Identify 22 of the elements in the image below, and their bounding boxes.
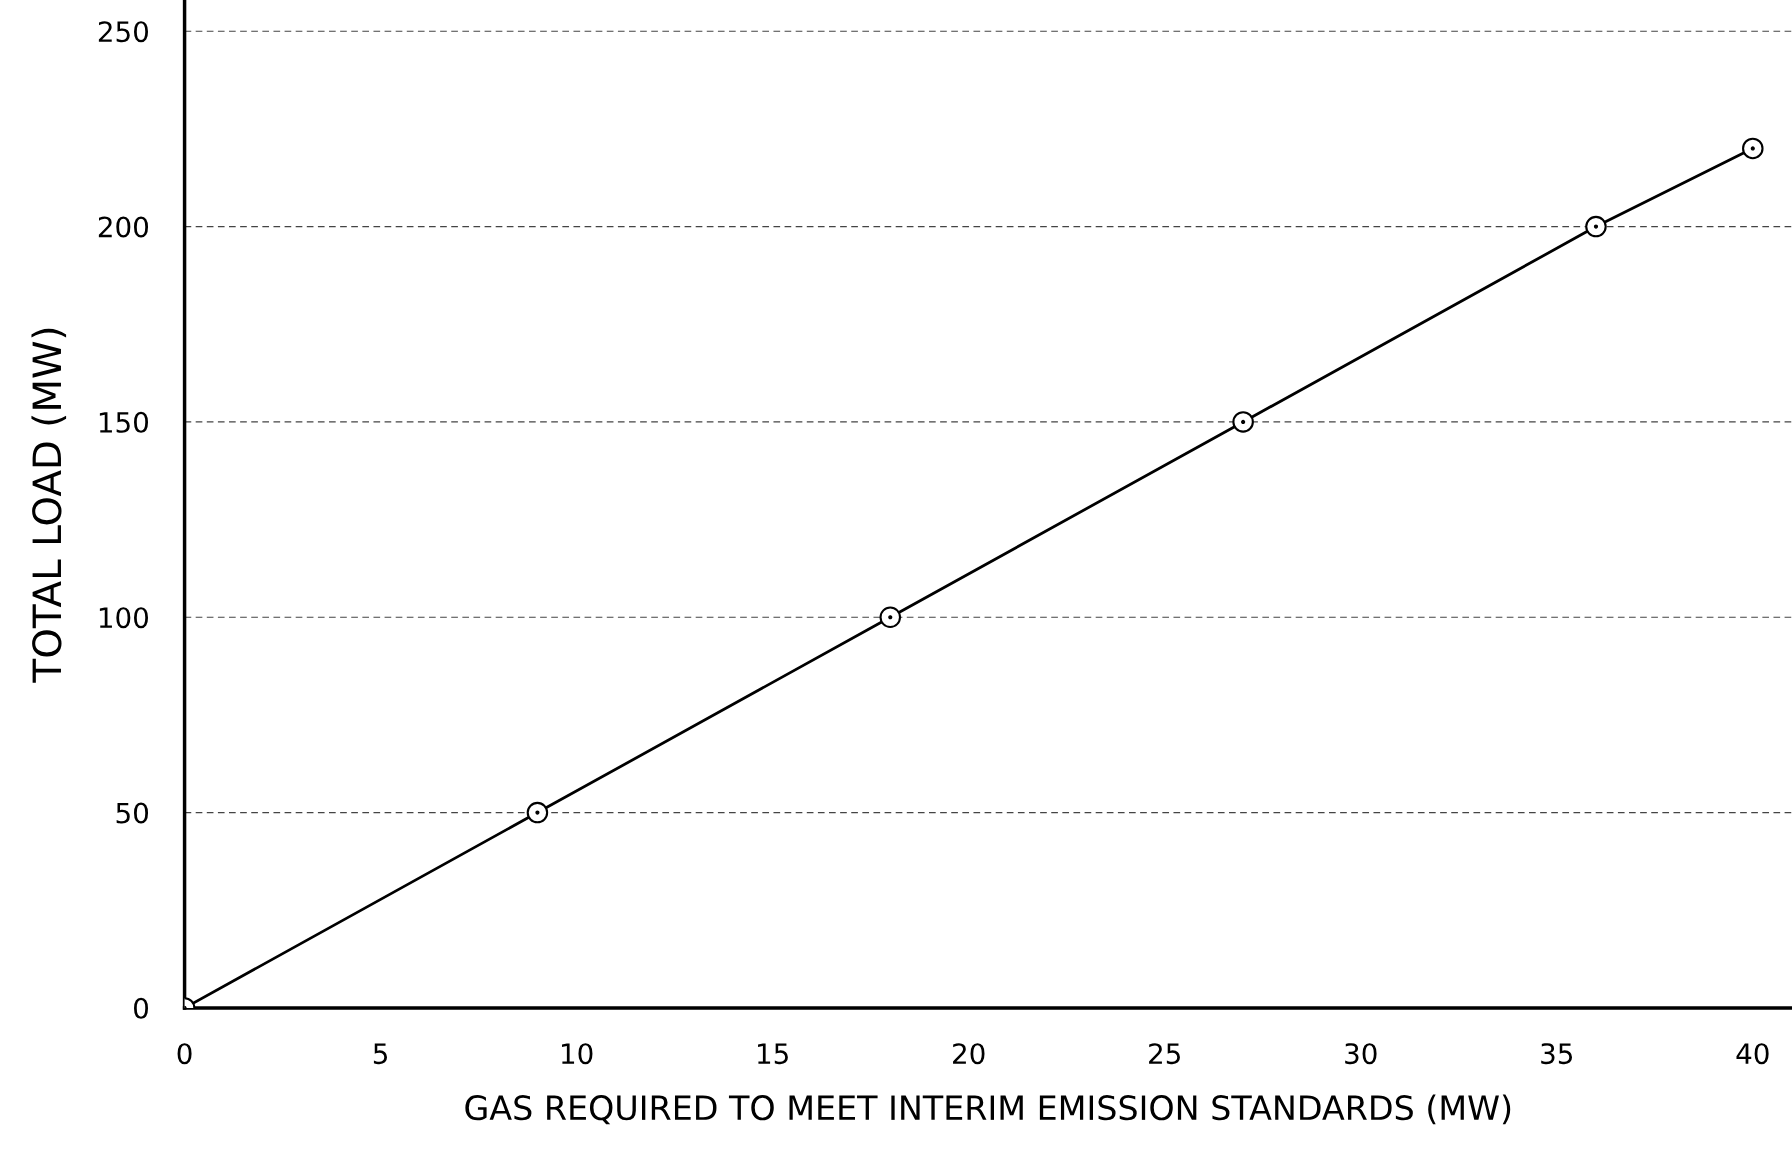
x-tick-label: 40: [1736, 1043, 1769, 1065]
point: [1232, 411, 1254, 433]
point: [879, 606, 902, 629]
x-tick-label: 10: [562, 1043, 593, 1065]
x-tick-label: 35: [1541, 1043, 1573, 1065]
point: [1585, 215, 1607, 238]
point: [526, 801, 549, 824]
x-axis-title: GAS REQUIRED TO MEET INTERIM EMISSION STANDARDS (MW): [465, 1094, 1511, 1125]
y-tick-label: 250: [98, 21, 149, 43]
x-tick-label: 5: [373, 1043, 388, 1065]
y-tick-label: 50: [116, 802, 149, 824]
x-tick-label: 25: [1149, 1043, 1180, 1065]
y-tick-label: 150: [99, 411, 149, 433]
y-tick-label: 100: [99, 607, 149, 629]
y-tick-label: 0: [134, 997, 149, 1019]
x-tick-label: 20: [953, 1043, 985, 1065]
point: [1742, 137, 1764, 160]
y-axis-title: TOTAL LOAD (MW): [31, 328, 67, 683]
x-tick-label: 0: [177, 1043, 192, 1065]
x-tick-label: 30: [1345, 1043, 1377, 1065]
x-tick-label: 15: [758, 1043, 788, 1065]
y-tick-label: 200: [98, 216, 149, 238]
